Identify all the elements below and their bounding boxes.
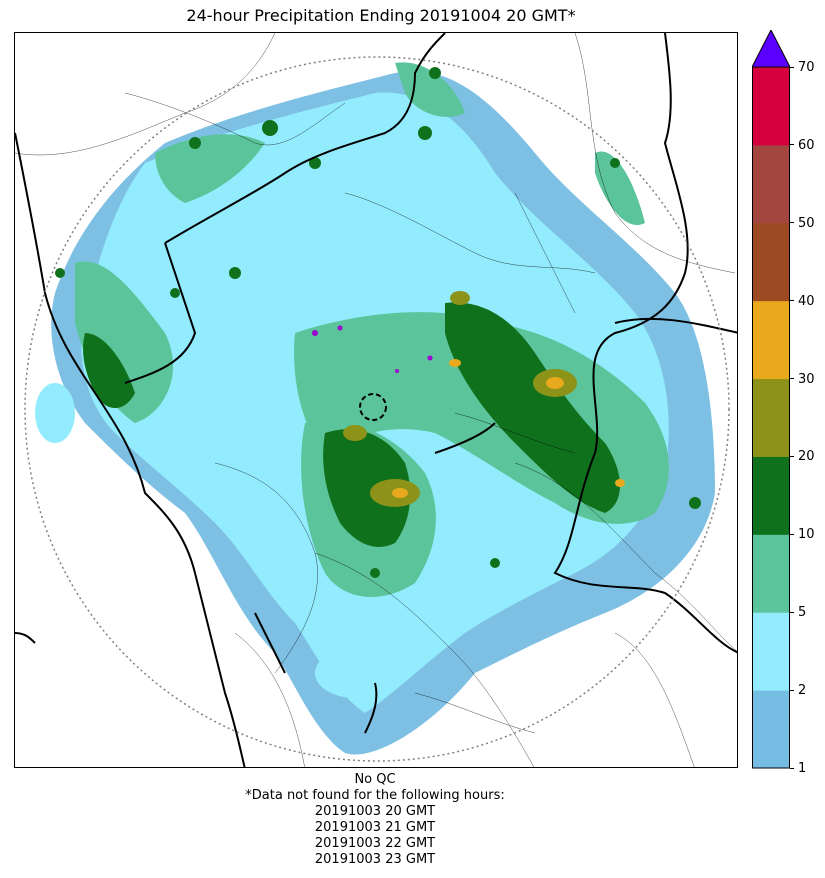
colorbar-tick xyxy=(790,300,794,302)
colorbar-tick-label: 10 xyxy=(798,527,815,543)
colorbar-tick-label: 30 xyxy=(798,371,815,387)
colorbar-segment xyxy=(752,144,790,224)
regional-boundaries xyxy=(15,33,737,767)
missing-hour-4: 20191003 23 GMT xyxy=(314,852,436,867)
colorbar-segments xyxy=(752,67,790,769)
colorbar-tick xyxy=(790,611,794,613)
precip-layer-orange xyxy=(392,359,625,498)
precipitation-map xyxy=(14,32,738,768)
radar-site-marker xyxy=(359,393,387,421)
missing-hour-3: 20191003 22 GMT xyxy=(314,836,436,851)
colorbar-tick xyxy=(790,689,794,691)
colorbar-segment xyxy=(752,378,790,457)
colorbar-tick-label: 60 xyxy=(798,137,815,153)
missing-hour-1: 20191003 20 GMT xyxy=(314,804,436,819)
colorbar-segment xyxy=(752,67,790,146)
country-boundaries xyxy=(15,33,737,767)
colorbar-tick-label: 1 xyxy=(798,761,807,776)
qc-note: No QC xyxy=(354,772,396,787)
missing-hour-2: 20191003 21 GMT xyxy=(314,820,436,835)
colorbar-tick xyxy=(790,455,794,457)
colorbar-tick xyxy=(790,378,794,380)
map-title: 24-hour Precipitation Ending 20191004 20… xyxy=(186,6,576,25)
colorbar-segment xyxy=(752,612,790,691)
colorbar-segment xyxy=(752,456,790,535)
radar-range-ring xyxy=(24,56,730,762)
colorbar-segment xyxy=(752,222,790,302)
colorbar-segment xyxy=(752,690,790,769)
colorbar-segment xyxy=(752,300,790,380)
colorbar-tick xyxy=(790,144,794,146)
colorbar-overflow-arrow xyxy=(752,30,790,68)
missing-data-note: *Data not found for the following hours: xyxy=(245,788,505,803)
map-footer: No QC *Data not found for the following … xyxy=(0,772,750,868)
colorbar-tick-label: 2 xyxy=(798,683,807,699)
radar-map-svg xyxy=(15,33,737,767)
colorbar-tick xyxy=(790,222,794,224)
colorbar-tick xyxy=(790,533,794,535)
precip-layer-magenta xyxy=(312,325,433,373)
colorbar-tick-label: 50 xyxy=(798,215,815,231)
colorbar-tick-label: 40 xyxy=(798,293,815,309)
colorbar-tick xyxy=(790,767,794,769)
colorbar-tick-label: 5 xyxy=(798,605,807,621)
colorbar-segment xyxy=(752,534,790,613)
colorbar xyxy=(752,30,790,769)
colorbar-tick-label: 70 xyxy=(798,60,815,75)
colorbar-tick-label: 20 xyxy=(798,449,815,465)
colorbar-tick xyxy=(790,66,794,68)
precip-layer-green xyxy=(55,67,701,578)
